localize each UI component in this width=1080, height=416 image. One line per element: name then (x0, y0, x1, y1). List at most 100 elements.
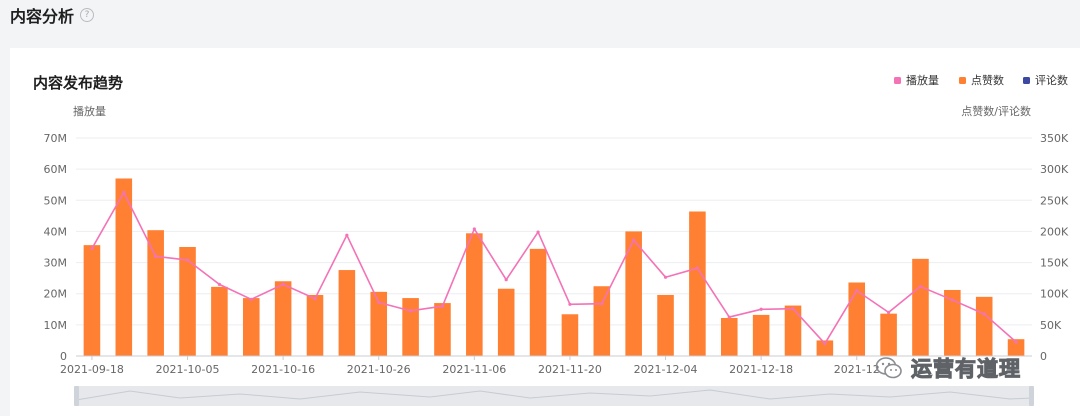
legend-swatch-likes (959, 77, 966, 84)
data-zoom-slider[interactable] (74, 386, 1034, 406)
chart-card: 内容发布趋势 播放量 点赞数 评论数 播放量 点赞数/评论数 0 10M 20M 30… (10, 48, 1080, 416)
plays-point (90, 246, 94, 251)
bar-likes (466, 233, 483, 356)
left-axis-tick-label: 0 (60, 350, 67, 363)
bar-likes (211, 286, 228, 356)
bar-likes (529, 248, 547, 356)
plays-point (313, 297, 317, 301)
plays-point (791, 307, 795, 311)
plays-point (1014, 340, 1018, 344)
line-series-plays (90, 190, 1018, 346)
x-axis-tick-label: 2021-10-26 (347, 363, 411, 376)
slider-handle-right[interactable] (1029, 386, 1034, 406)
bar-likes (848, 282, 866, 356)
plays-point (377, 300, 381, 305)
right-axis-tick-label: 150K (1040, 257, 1069, 270)
page-header: 内容分析 ? (10, 4, 95, 26)
x-axis-tick-label: 2021-09-18 (60, 363, 124, 376)
legend-swatch-comments (1023, 77, 1030, 84)
chart-title: 内容发布趋势 (33, 74, 123, 92)
right-axis: 0 50K 100K 150K 200K 250K 300K 350K (1040, 132, 1069, 363)
plays-line (91, 191, 1017, 345)
legend-label-comments: 评论数 (1035, 73, 1068, 87)
x-axis-tick-label: 2021-12-04 (634, 363, 698, 376)
bar-likes (338, 270, 356, 356)
bar-likes (147, 230, 164, 356)
right-axis-title: 点赞数/评论数 (961, 104, 1031, 118)
plays-point (345, 233, 349, 237)
bar-likes (944, 289, 961, 356)
legend-item-likes[interactable]: 点赞数 (959, 74, 1004, 87)
watermark: 运营有道理 (875, 354, 1021, 382)
slider-handle-left[interactable] (74, 386, 79, 406)
x-axis-tick-label: 2021-11-06 (442, 363, 506, 376)
right-axis-tick-label: 200K (1040, 225, 1069, 238)
legend-label-likes: 点赞数 (971, 74, 1004, 87)
legend-item-plays[interactable]: 播放量 (894, 73, 939, 87)
bar-likes (816, 340, 834, 356)
bar-likes (242, 298, 260, 356)
bar-likes (975, 296, 993, 356)
left-axis-title: 播放量 (73, 104, 106, 118)
bar-likes (657, 294, 674, 356)
right-axis-tick-label: 100K (1040, 288, 1069, 301)
wechat-icon (875, 357, 902, 379)
bar-likes (179, 247, 196, 356)
plays-point (440, 304, 445, 308)
bar-likes (83, 245, 101, 356)
x-axis-tick-label: 2021-10-16 (251, 363, 315, 376)
bar-likes (593, 286, 611, 356)
bar-likes (1007, 339, 1025, 356)
plays-point (727, 315, 731, 319)
plays-point (185, 258, 190, 262)
bar-likes (306, 294, 324, 356)
question-circle-icon[interactable]: ? (80, 8, 95, 22)
slider-preview-line (75, 389, 1033, 401)
right-axis-tick-label: 250K (1040, 194, 1069, 207)
bar-likes (370, 291, 388, 356)
x-axis: 2021-09-18 2021-10-05 2021-10-16 2021-10-26… (60, 355, 1032, 376)
plays-point (918, 284, 923, 289)
plays-point (154, 254, 158, 258)
grid-lines (76, 137, 1032, 326)
trend-chart: 内容发布趋势 播放量 点赞数 评论数 播放量 点赞数/评论数 0 10M 20M 30… (33, 73, 1069, 406)
left-axis-tick-label: 10M (44, 319, 68, 332)
plays-point (281, 282, 285, 286)
plays-point (600, 302, 604, 306)
x-axis-tick-label: 2021-11-20 (538, 363, 602, 376)
x-axis-tick-label: 2021-12-18 (729, 363, 793, 376)
bar-likes (625, 231, 642, 356)
left-axis-tick-label: 40M (44, 225, 68, 238)
legend-swatch-plays (894, 77, 901, 84)
legend: 播放量 点赞数 评论数 (894, 73, 1068, 87)
right-axis-tick-label: 0 (1040, 350, 1047, 363)
plays-point (823, 341, 827, 346)
plays-point (632, 238, 636, 242)
right-axis-tick-label: 350K (1040, 132, 1069, 145)
left-axis-tick-label: 70M (44, 132, 68, 145)
x-axis-tick-label: 2021-12 (834, 363, 880, 376)
plays-point (982, 312, 986, 316)
plays-point (950, 298, 954, 302)
bar-likes (434, 303, 451, 356)
bar-likes (912, 258, 929, 356)
legend-label-plays: 播放量 (906, 73, 939, 87)
page-title: 内容分析 (10, 7, 75, 26)
bar-likes (689, 211, 706, 356)
bar-likes (752, 314, 770, 356)
plays-point (122, 190, 126, 195)
plays-point (249, 297, 253, 301)
left-axis-tick-label: 20M (44, 288, 68, 301)
left-axis-tick-label: 60M (44, 163, 68, 176)
plays-point (855, 289, 859, 293)
plays-point (568, 302, 572, 306)
bar-series-likes (83, 178, 1025, 356)
left-axis: 0 10M 20M 30M 40M 50M 60M 70M (44, 132, 68, 363)
legend-item-comments[interactable]: 评论数 (1023, 73, 1068, 87)
watermark-text: 运营有道理 (911, 357, 1021, 382)
bar-likes (115, 178, 133, 356)
plays-point (759, 307, 763, 311)
plays-point (217, 282, 221, 286)
bar-likes (784, 305, 802, 356)
plays-point (409, 309, 413, 313)
